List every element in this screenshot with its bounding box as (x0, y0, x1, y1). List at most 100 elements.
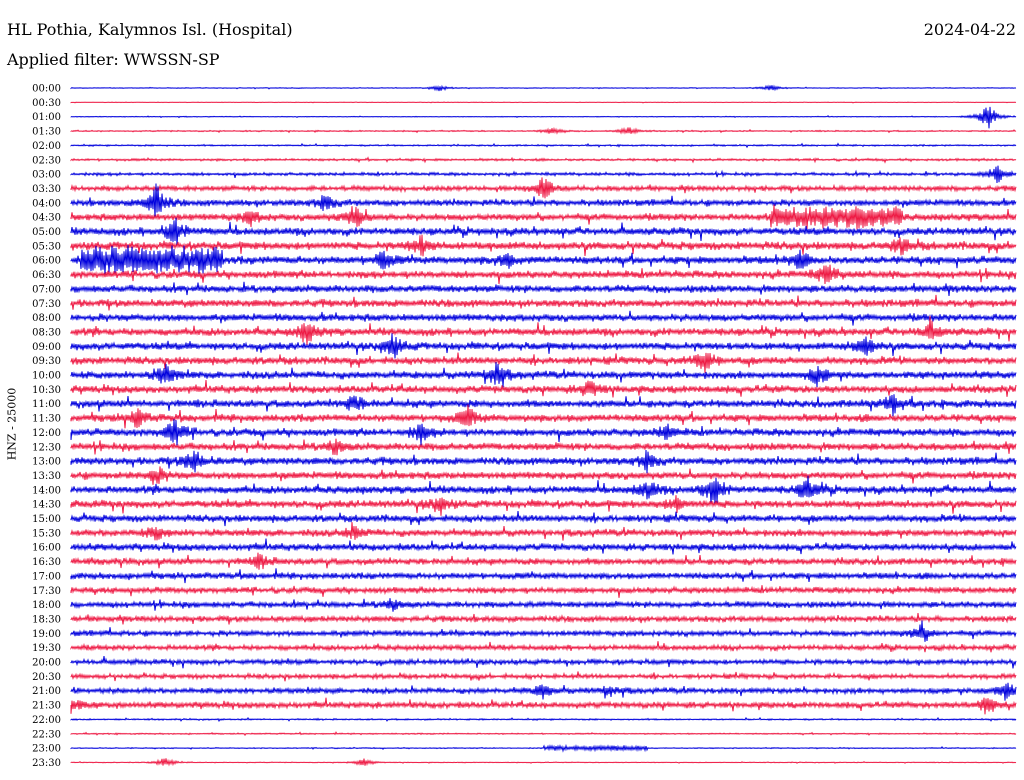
trace-line (70, 522, 1017, 541)
trace-line (70, 656, 1017, 669)
time-tick-label: 18:30 (32, 614, 61, 625)
time-tick-label: 07:00 (32, 284, 61, 295)
trace-line (70, 716, 1017, 723)
trace-line (70, 142, 1017, 149)
trace-line (70, 177, 1017, 199)
time-tick-label: 16:00 (32, 543, 61, 554)
time-tick-label: 23:30 (32, 758, 61, 769)
time-tick-label: 17:00 (32, 571, 61, 582)
time-tick-label: 04:30 (32, 213, 61, 224)
time-tick-label: 02:30 (32, 155, 61, 166)
time-tick-label: 05:30 (32, 241, 61, 252)
trace-line (70, 310, 1017, 326)
time-tick-label: 22:30 (32, 729, 61, 740)
time-tick-label: 01:00 (32, 112, 61, 123)
time-tick-label: 06:00 (32, 256, 61, 267)
trace-line (70, 495, 1017, 516)
trace-line (70, 281, 1017, 297)
trace-line (70, 743, 1017, 753)
trace-line (70, 475, 1017, 505)
trace-line (70, 641, 1017, 653)
time-tick-label: 10:00 (32, 371, 61, 382)
time-tick-label: 19:00 (32, 629, 61, 640)
time-tick-label: 20:00 (32, 658, 61, 669)
time-tick-label: 09:00 (32, 342, 61, 353)
trace-line (70, 352, 1017, 373)
trace-line (70, 758, 1017, 767)
trace-line (70, 620, 1017, 642)
trace-line (70, 362, 1017, 388)
trace-line (70, 126, 1017, 135)
trace-line (70, 315, 1017, 345)
time-tick-label: 00:00 (32, 84, 61, 95)
time-tick-label: 15:30 (32, 528, 61, 539)
time-tick-label: 04:00 (32, 198, 61, 209)
trace-line (70, 84, 1017, 92)
time-tick-label: 07:30 (32, 299, 61, 310)
trace-line (70, 380, 1017, 398)
time-tick-label: 23:00 (32, 744, 61, 755)
trace-line (70, 156, 1017, 164)
trace-line (70, 671, 1017, 682)
trace-line (70, 552, 1017, 570)
trace-line (70, 697, 1017, 715)
time-tick-label: 20:30 (32, 672, 61, 683)
trace-line (70, 244, 1017, 275)
trace-line (70, 538, 1017, 555)
time-tick-label: 09:30 (32, 356, 61, 367)
trace-line (70, 165, 1017, 184)
trace-line (70, 598, 1017, 612)
time-tick-label: 21:00 (32, 686, 61, 697)
time-tick-label: 15:00 (32, 514, 61, 525)
trace-line (70, 438, 1017, 456)
trace-line (70, 101, 1017, 104)
time-tick-label: 11:00 (32, 399, 61, 410)
trace-line (70, 419, 1017, 446)
time-tick-label: 10:30 (32, 385, 61, 396)
time-tick-label: 13:30 (32, 471, 61, 482)
trace-line (70, 106, 1017, 129)
time-tick-label: 14:00 (32, 485, 61, 496)
trace-line (70, 333, 1017, 359)
trace-line (70, 568, 1017, 584)
time-tick-label: 13:00 (32, 457, 61, 468)
trace-line (70, 204, 1017, 230)
time-tick-label: 12:00 (32, 428, 61, 439)
trace-line (70, 217, 1017, 247)
station-title: HL Pothia, Kalymnos Isl. (Hospital) (7, 20, 293, 39)
trace-line (70, 183, 1017, 219)
time-tick-label: 00:30 (32, 98, 61, 109)
time-tick-label: 06:30 (32, 270, 61, 281)
time-tick-label: 21:30 (32, 701, 61, 712)
trace-line (70, 394, 1017, 417)
time-tick-label: 03:00 (32, 170, 61, 181)
time-tick-label: 02:00 (32, 141, 61, 152)
time-tick-label: 11:30 (32, 414, 61, 425)
trace-line (70, 510, 1017, 527)
trace-line (70, 613, 1017, 625)
time-tick-label: 08:00 (32, 313, 61, 324)
time-tick-label: 19:30 (32, 643, 61, 654)
time-tick-label: 17:30 (32, 586, 61, 597)
trace-line (70, 466, 1017, 485)
trace-line (70, 234, 1017, 257)
trace-line (70, 294, 1017, 311)
time-tick-label: 03:30 (32, 184, 61, 195)
time-tick-label: 08:30 (32, 327, 61, 338)
time-tick-label: 12:30 (32, 442, 61, 453)
applied-filter: Applied filter: WWSSN-SP (7, 50, 220, 69)
trace-line (70, 731, 1017, 737)
time-tick-label: 18:00 (32, 600, 61, 611)
record-date: 2024-04-22 (923, 20, 1016, 39)
trace-line (70, 682, 1017, 701)
time-tick-label: 14:30 (32, 500, 61, 511)
time-tick-label: 22:00 (32, 715, 61, 726)
trace-line (70, 449, 1017, 474)
time-tick-label: 01:30 (32, 127, 61, 138)
trace-line (70, 404, 1017, 429)
time-tick-label: 16:30 (32, 557, 61, 568)
time-tick-label: 05:00 (32, 227, 61, 238)
trace-line (70, 264, 1017, 285)
trace-line (70, 585, 1017, 598)
